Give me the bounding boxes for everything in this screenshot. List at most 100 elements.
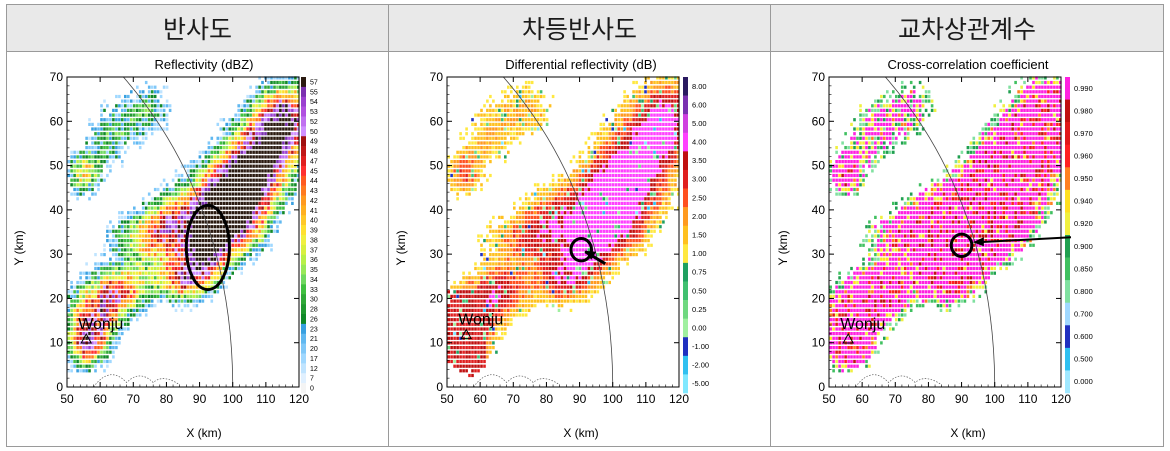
data-cell [171,262,175,266]
data-cell [671,173,674,178]
data-cell [124,308,127,312]
data-cell [162,201,166,205]
data-cell [88,299,91,303]
data-cell [127,318,130,322]
data-cell [240,150,243,154]
data-cell [626,225,629,229]
data-cell [133,285,136,289]
data-cell [144,220,148,224]
data-cell [118,253,121,257]
data-cell [162,290,166,294]
data-cell [103,146,106,150]
data-cell [204,271,208,275]
data-cell [629,141,632,145]
data-cell [614,215,617,219]
data-cell [255,164,258,168]
data-cell [162,266,166,271]
data-cell [465,299,468,303]
data-cell [510,313,513,317]
data-cell [644,239,647,243]
data-cell [495,308,498,312]
data-cell [638,164,641,168]
data-cell [581,201,585,205]
data-cell [100,173,103,178]
data-cell [276,169,279,173]
data-cell [171,201,175,205]
data-cell [94,313,97,317]
data-cell [584,253,588,257]
data-cell [112,127,115,131]
data-cell [76,294,79,298]
data-cell [180,220,184,224]
data-cell [276,104,279,108]
data-cell [599,155,603,159]
data-cell [94,359,97,364]
data-cell [76,364,79,368]
data-cell [261,164,264,168]
data-cell [141,262,145,266]
data-cell [85,332,88,336]
data-cell [97,271,100,275]
data-cell [596,183,600,187]
data-cell [608,243,611,247]
data-cell [480,183,483,187]
data-cell [85,322,88,326]
terrain-contour [93,374,180,388]
data-cell [596,243,600,247]
data-cell [653,183,656,187]
data-cell [270,206,273,210]
data-cell [608,173,611,178]
data-cell [252,150,255,154]
data-cell [605,183,608,187]
data-cell [291,108,294,112]
data-cell [118,276,121,280]
data-cell [264,113,267,117]
data-cell [219,220,223,224]
data-cell [234,225,237,229]
data-cell [563,243,567,247]
data-cell [477,280,480,285]
data-cell [465,285,468,289]
data-cell [647,234,650,238]
data-cell [210,285,214,289]
data-cell [267,201,270,205]
data-cell [453,364,456,368]
data-cell [171,266,175,271]
data-cell [204,229,208,233]
data-cell [216,201,220,205]
data-cell [180,192,184,196]
data-cell [198,164,202,168]
data-cell [282,132,285,136]
data-cell [611,220,614,224]
data-cell [97,332,100,336]
data-cell [240,146,243,150]
data-cell [560,290,564,294]
data-cell [121,276,124,280]
data-cell [189,262,193,266]
data-cell [100,290,103,294]
data-cell [635,192,638,196]
data-cell [671,150,674,154]
data-cell [297,104,300,108]
data-cell [599,201,603,205]
data-cell [216,285,220,289]
data-cell [590,285,594,289]
data-cell [97,299,100,303]
data-cell [602,164,606,168]
data-cell [539,271,543,275]
data-cell [518,243,522,247]
data-cell [150,211,154,215]
data-cell [279,141,282,145]
data-cell [587,173,591,178]
data-cell [480,271,483,275]
data-cell [285,164,288,168]
data-cell [174,290,178,294]
data-cell [258,108,261,112]
data-cell [82,318,85,322]
data-cell [261,132,264,136]
data-cell [106,336,109,340]
data-cell [118,257,121,261]
data-cell [548,262,552,266]
data-cell [518,276,522,280]
data-cell [106,355,109,359]
